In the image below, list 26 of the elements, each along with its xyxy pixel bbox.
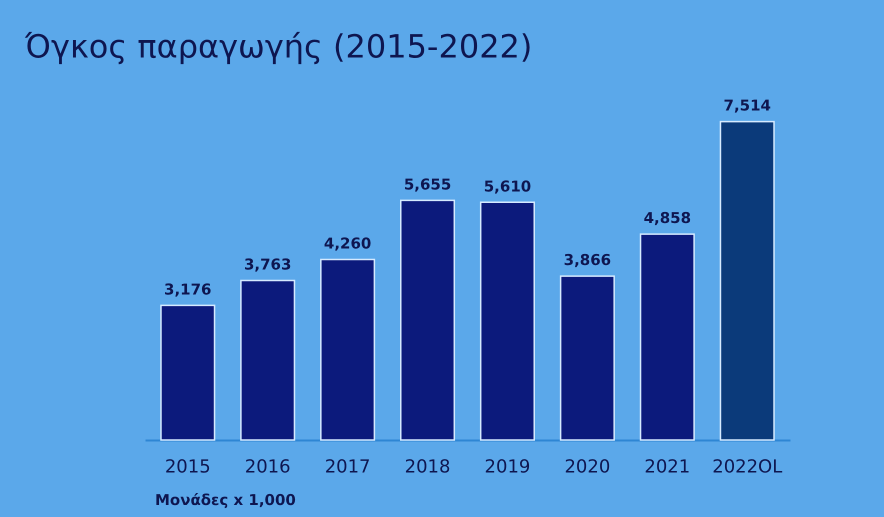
x-tick-label: 2020 [564, 456, 610, 478]
x-tick-label: 2021 [644, 456, 690, 478]
x-tick-label: 2016 [244, 456, 291, 478]
data-label: 3,763 [244, 256, 292, 274]
data-label: 3,866 [564, 251, 612, 270]
data-label: 5,610 [484, 177, 532, 196]
data-label: 4,260 [324, 234, 372, 252]
x-tick-label: 2015 [164, 456, 211, 478]
text: Μονάδες x 1,000 [155, 491, 296, 509]
data-label: 7,514 [724, 96, 771, 115]
bar [400, 200, 456, 441]
bar [480, 202, 535, 441]
x-tick-label: 2019 [484, 456, 530, 478]
bar [560, 275, 615, 441]
x-tick-label: 2017 [324, 456, 371, 478]
data-label: 4,858 [644, 209, 692, 228]
x-tick-label: 2022OL [712, 456, 782, 478]
bar [320, 258, 376, 441]
bar [720, 120, 775, 441]
bar [160, 304, 216, 441]
chart-title: Όγκος παραγωγής (2015-2022) [24, 28, 532, 66]
bar [640, 233, 695, 441]
bar [240, 280, 296, 441]
x-tick-label: 2018 [404, 456, 450, 478]
data-label: 3,176 [164, 280, 212, 298]
data-label: 5,655 [404, 175, 452, 194]
